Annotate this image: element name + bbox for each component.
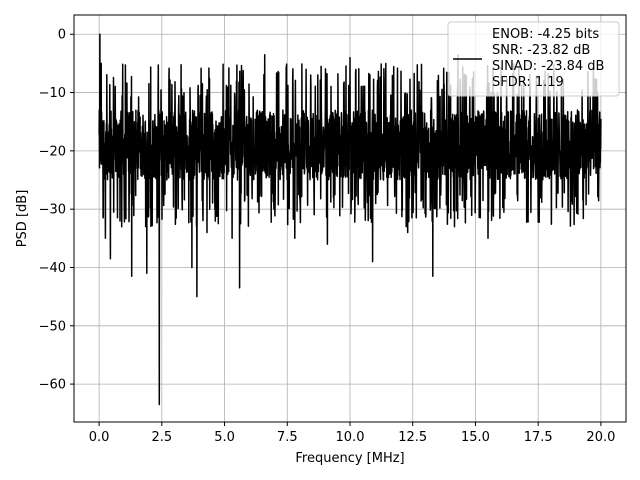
legend: ENOB: -4.25 bits SNR: -23.82 dB SINAD: -…: [447, 21, 620, 97]
x-tick-label: 17.5: [524, 430, 553, 445]
x-tick-label: 7.5: [277, 430, 298, 445]
legend-entry-enob: ENOB: -4.25 bits: [492, 27, 599, 42]
legend-box: [447, 21, 620, 97]
x-axis-ticks: 0.0 2.5 5.0 7.5 10.0 12.5 15.0 17.5 20.0: [89, 422, 615, 445]
y-tick-label: −30: [39, 203, 66, 218]
y-tick-label: −20: [39, 144, 66, 159]
y-axis-title: PSD [dB]: [15, 190, 30, 248]
x-tick-label: 15.0: [461, 430, 490, 445]
y-tick-label: −60: [39, 378, 66, 393]
x-axis-title: Frequency [MHz]: [295, 451, 404, 466]
y-tick-label: −40: [39, 261, 66, 276]
y-tick-label: −50: [39, 319, 66, 334]
x-tick-label: 2.5: [151, 430, 172, 445]
legend-entry-snr: SNR: -23.82 dB: [492, 43, 590, 58]
x-tick-label: 10.0: [336, 430, 365, 445]
x-tick-label: 12.5: [398, 430, 427, 445]
legend-entry-sfdr: SFDR: 1.19: [492, 75, 564, 90]
y-axis-ticks: 0 −10 −20 −30 −40 −50 −60: [39, 28, 74, 393]
y-tick-label: 0: [58, 28, 66, 43]
y-tick-label: −10: [39, 86, 66, 101]
x-tick-label: 20.0: [586, 430, 615, 445]
x-tick-label: 0.0: [89, 430, 110, 445]
legend-entry-sinad: SINAD: -23.84 dB: [492, 59, 604, 74]
x-tick-label: 5.0: [214, 430, 235, 445]
